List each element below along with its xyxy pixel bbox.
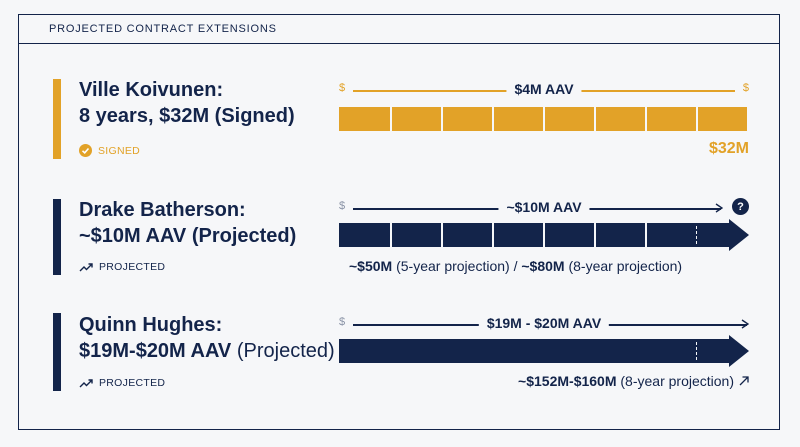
player-name-line1: Ville Koivunen: <box>79 79 224 101</box>
bar-arrow-head <box>729 335 749 367</box>
aav-scale: $ $19M - $20M AAV <box>339 315 749 333</box>
question-mark: ? <box>737 200 744 213</box>
player-name: Drake Batherson: ~$10M AAV (Projected) <box>79 197 296 249</box>
contract-summary-note: (Projected) <box>231 340 335 362</box>
contract-total: ~$50M (5-year projection) / ~$80M (8-yea… <box>349 258 682 274</box>
status-text: PROJECTED <box>99 261 166 273</box>
aav-label: ~$10M AAV <box>498 199 590 215</box>
contract-summary: ~$10M AAV (Projected) <box>79 225 297 247</box>
arrow-up-right-icon <box>739 376 749 386</box>
total-8yr: ~$80M <box>521 258 565 274</box>
contract-bar <box>339 107 747 131</box>
bar-arrow-head <box>729 219 749 251</box>
arrow-head-icon <box>741 319 749 329</box>
trend-up-icon <box>79 263 93 272</box>
year-divider <box>696 107 698 131</box>
player-name-line1: Quinn Hughes: <box>79 314 223 336</box>
graphic-frame: PROJECTED CONTRACT EXTENSIONS Ville Koiv… <box>18 14 780 430</box>
projection-divider <box>696 342 697 360</box>
contract-bar <box>339 223 729 247</box>
year-divider <box>543 107 545 131</box>
scale-end-dollar: $ <box>742 82 749 94</box>
status-text: PROJECTED <box>99 377 166 389</box>
total-5yr-note: (5-year projection) / <box>392 258 522 274</box>
year-divider <box>441 107 443 131</box>
total-value: $32M <box>708 140 749 157</box>
accent-bar <box>53 79 61 159</box>
arrow-head-icon <box>715 203 723 213</box>
check-circle-icon <box>79 144 92 157</box>
year-divider <box>390 223 392 247</box>
contract-total: $32M <box>709 140 749 158</box>
aav-scale: $ ~$10M AAV ? <box>339 198 749 217</box>
contract-total: ~$152M-$160M (8-year projection) <box>518 373 749 389</box>
contract-summary-aav: $19M-$20M AAV <box>79 340 232 362</box>
year-divider <box>543 223 545 247</box>
aav-label: $19M - $20M AAV <box>478 315 610 331</box>
scale-start-dollar: $ <box>339 316 346 328</box>
total-8yr-note: (8-year projection) <box>616 373 734 389</box>
header-bar: PROJECTED CONTRACT EXTENSIONS <box>19 15 779 44</box>
year-divider <box>492 107 494 131</box>
year-divider <box>492 223 494 247</box>
contract-bar <box>339 339 729 363</box>
question-icon[interactable]: ? <box>732 198 749 215</box>
total-8yr: ~$152M-$160M <box>518 373 617 389</box>
year-divider <box>594 223 596 247</box>
year-divider <box>390 107 392 131</box>
contract-summary: $19M-$20M AAV (Projected) <box>79 338 335 364</box>
scale-start-dollar: $ <box>339 82 346 94</box>
status-badge: PROJECTED <box>79 261 165 273</box>
player-name: Ville Koivunen: 8 years, $32M (Signed) <box>79 77 295 129</box>
year-divider <box>441 223 443 247</box>
projection-divider <box>696 226 697 244</box>
contract-summary: 8 years, $32M (Signed) <box>79 105 295 127</box>
aav-scale: $ $ $4M AAV <box>339 81 749 99</box>
accent-bar <box>53 313 61 391</box>
trend-up-icon <box>79 379 93 388</box>
total-5yr: ~$50M <box>349 258 393 274</box>
player-name: Quinn Hughes: $19M-$20M AAV (Projected) <box>79 312 335 364</box>
status-text: SIGNED <box>98 144 141 157</box>
aav-label: $4M AAV <box>506 81 582 97</box>
year-divider <box>594 107 596 131</box>
status-badge: PROJECTED <box>79 377 165 389</box>
scale-start-dollar: $ <box>339 200 346 212</box>
year-divider <box>645 223 647 247</box>
year-divider <box>645 107 647 131</box>
status-badge: SIGNED <box>79 144 140 157</box>
player-name-line1: Drake Batherson: <box>79 199 246 221</box>
total-8yr-note: (8-year projection) <box>564 258 683 274</box>
accent-bar <box>53 199 61 275</box>
page-title: PROJECTED CONTRACT EXTENSIONS <box>49 23 277 35</box>
